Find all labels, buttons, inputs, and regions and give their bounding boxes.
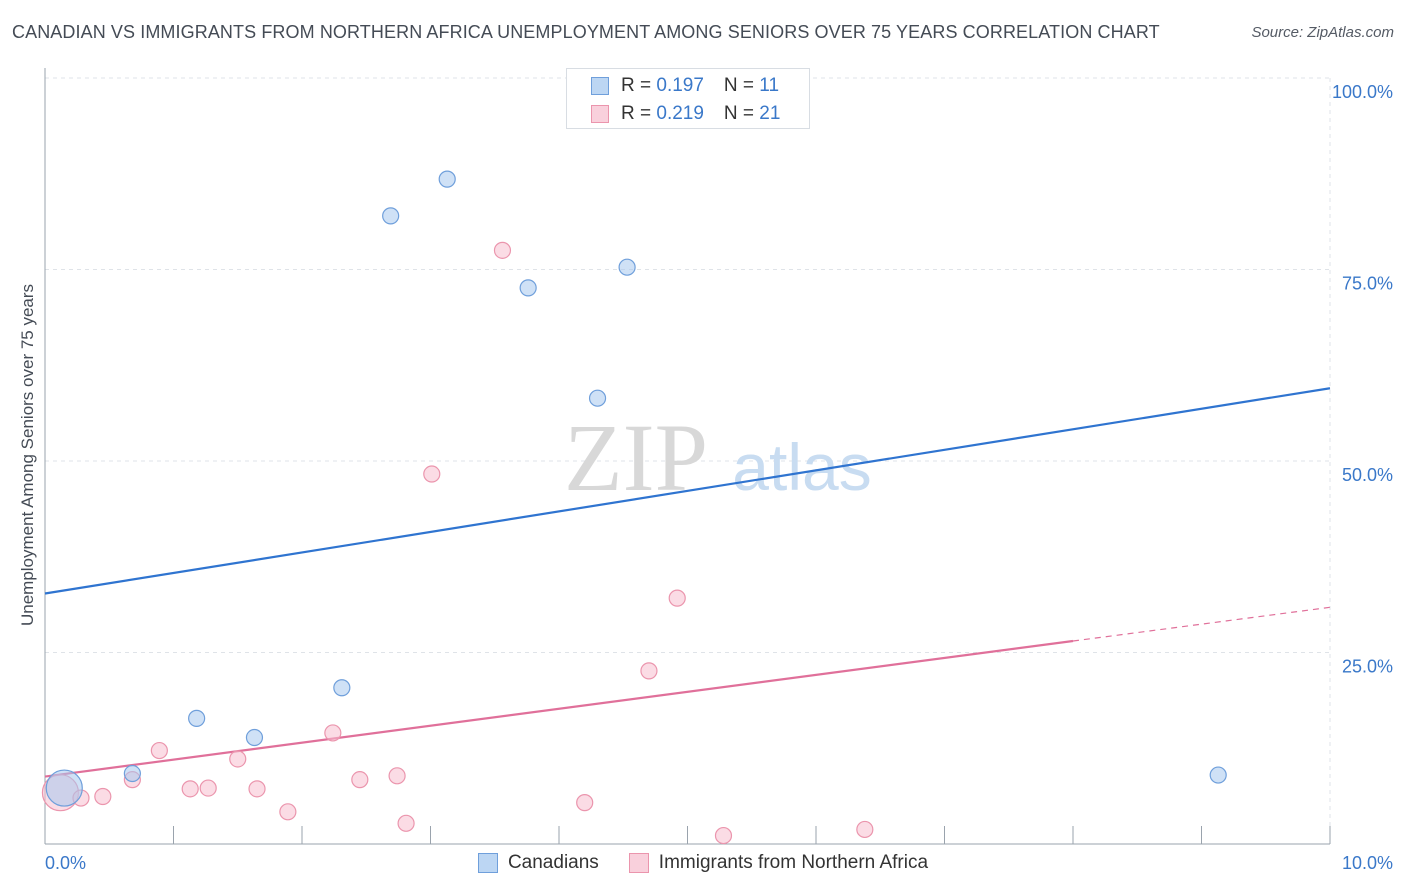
- data-point-canadians: [438, 170, 456, 188]
- data-point-immigrants: [668, 589, 686, 607]
- data-point-immigrants: [181, 780, 199, 798]
- data-point-immigrants: [229, 750, 247, 768]
- trend-line-immigrants: [44, 639, 1074, 778]
- legend-r-label: R =: [621, 103, 657, 124]
- tick-labels: 25.0% 50.0% 75.0% 100.0% 0.0% 10.0%: [45, 82, 1393, 873]
- correlation-legend: R = 0.197 N = 11 R = 0.219 N = 21: [566, 68, 810, 129]
- legend-r-value-canadians: 0.197: [656, 75, 704, 96]
- data-point-canadians: [519, 279, 537, 297]
- legend-item-immigrants[interactable]: Immigrants from Northern Africa: [628, 852, 929, 874]
- legend-swatch-immigrants: [628, 853, 649, 873]
- data-point-immigrants: [351, 771, 369, 789]
- x-tick-label: 0.0%: [45, 853, 86, 873]
- series-legend: Canadians Immigrants from Northern Afric…: [0, 852, 1406, 874]
- data-point-immigrants: [640, 662, 658, 680]
- legend-item-canadians[interactable]: Canadians: [477, 852, 599, 874]
- legend-n-label: N =: [723, 103, 760, 124]
- watermark-zip: ZIP: [564, 404, 708, 511]
- trend-line-dashed: [1072, 606, 1331, 642]
- data-point-immigrants: [714, 826, 733, 845]
- data-point-immigrants: [150, 741, 168, 760]
- chart-title: CANADIAN VS IMMIGRANTS FROM NORTHERN AFR…: [12, 22, 1160, 42]
- data-point-canadians: [245, 728, 264, 747]
- y-tick-label: 25.0%: [1342, 657, 1393, 677]
- data-point-immigrants: [94, 787, 112, 806]
- legend-n-value-immigrants: 21: [759, 103, 781, 124]
- data-point-immigrants: [279, 803, 297, 821]
- y-tick-label: 50.0%: [1342, 465, 1393, 485]
- y-tick-label: 75.0%: [1342, 274, 1393, 294]
- legend-n-label: N =: [723, 75, 760, 96]
- data-point-canadians: [188, 709, 206, 727]
- data-points: [41, 170, 1227, 845]
- data-point-canadians: [333, 679, 351, 697]
- watermark-atlas: atlas: [732, 430, 871, 504]
- legend-swatch-canadians: [477, 853, 498, 873]
- legend-r-label: R =: [621, 75, 657, 96]
- data-point-immigrants: [397, 814, 415, 832]
- trend-line-canadians: [44, 387, 1331, 595]
- legend-r-value-immigrants: 0.219: [656, 103, 704, 124]
- legend-label-immigrants: Immigrants from Northern Africa: [658, 852, 929, 873]
- data-point-canadians: [588, 389, 607, 407]
- data-point-immigrants: [493, 241, 512, 259]
- x-tick-label: 10.0%: [1342, 853, 1393, 873]
- legend-row-canadians: R = 0.197 N = 11: [591, 75, 779, 97]
- y-tick-label: 100.0%: [1332, 82, 1393, 102]
- data-point-canadians: [123, 764, 141, 783]
- data-point-immigrants: [856, 820, 874, 839]
- data-point-canadians: [382, 207, 400, 225]
- legend-n-value-canadians: 11: [759, 75, 780, 96]
- data-point-immigrants: [248, 780, 266, 798]
- data-point-immigrants: [576, 794, 594, 812]
- data-point-canadians: [618, 258, 636, 276]
- axes: [44, 68, 1331, 845]
- legend-row-immigrants: R = 0.219 N = 21: [591, 103, 780, 125]
- data-point-canadians: [45, 769, 83, 807]
- legend-swatch-canadians: [591, 77, 609, 95]
- source-label: Source: ZipAtlas.com: [1251, 24, 1394, 41]
- data-point-immigrants: [324, 724, 342, 742]
- trend-lines: [44, 387, 1331, 778]
- data-point-canadians: [1209, 766, 1227, 784]
- legend-swatch-immigrants: [591, 105, 609, 123]
- legend-label-canadians: Canadians: [507, 852, 599, 873]
- data-point-immigrants: [388, 767, 406, 785]
- watermark: ZIP atlas: [564, 404, 872, 511]
- data-point-immigrants: [423, 465, 441, 483]
- data-point-immigrants: [199, 779, 217, 797]
